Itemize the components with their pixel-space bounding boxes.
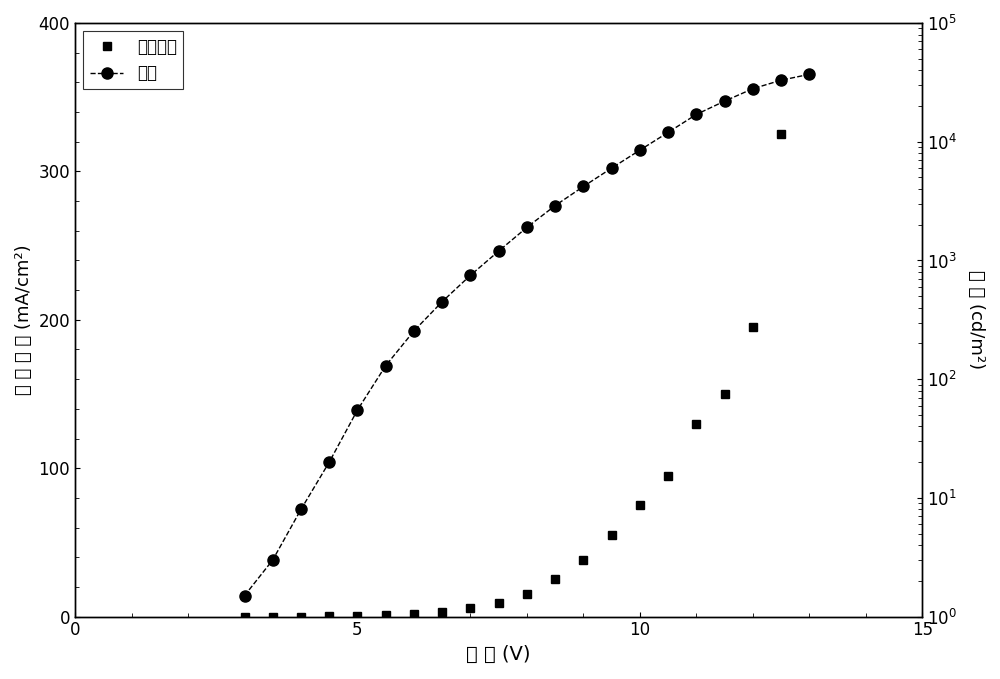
亮度 bbox=[351, 406, 363, 414]
电流密度 bbox=[464, 604, 476, 612]
电流密度 bbox=[408, 610, 420, 619]
亮度 bbox=[464, 271, 476, 279]
亮度 bbox=[719, 97, 731, 105]
亮度 bbox=[295, 505, 307, 513]
亮度 bbox=[323, 458, 335, 466]
亮度 bbox=[267, 556, 279, 564]
亮度 bbox=[690, 110, 702, 118]
电流密度 bbox=[549, 575, 561, 583]
亮度 bbox=[577, 183, 589, 191]
亮度 bbox=[634, 146, 646, 154]
亮度 bbox=[521, 223, 533, 232]
电流密度 bbox=[267, 612, 279, 621]
电流密度 bbox=[295, 612, 307, 621]
亮度 bbox=[549, 202, 561, 210]
亮度 bbox=[606, 164, 618, 172]
电流密度 bbox=[662, 471, 674, 479]
电流密度 bbox=[351, 612, 363, 620]
Line: 亮度: 亮度 bbox=[239, 69, 815, 601]
亮度 bbox=[747, 85, 759, 93]
电流密度 bbox=[606, 531, 618, 539]
亮度 bbox=[436, 297, 448, 306]
电流密度 bbox=[493, 599, 505, 607]
电流密度 bbox=[521, 590, 533, 598]
电流密度 bbox=[436, 608, 448, 617]
Y-axis label: 电 流 密 度 (mA/cm²): 电 流 密 度 (mA/cm²) bbox=[15, 244, 33, 395]
电流密度 bbox=[690, 420, 702, 428]
电流密度 bbox=[747, 323, 759, 331]
亮度 bbox=[662, 128, 674, 136]
亮度 bbox=[380, 362, 392, 370]
亮度 bbox=[803, 70, 815, 78]
电流密度 bbox=[577, 556, 589, 564]
亮度 bbox=[775, 76, 787, 84]
亮度 bbox=[239, 591, 251, 600]
Y-axis label: 亮 度 (cd/m²): 亮 度 (cd/m²) bbox=[967, 270, 985, 369]
X-axis label: 电 压 (V): 电 压 (V) bbox=[466, 645, 531, 664]
电流密度 bbox=[323, 612, 335, 621]
Line: 电流密度: 电流密度 bbox=[240, 130, 785, 621]
亮度 bbox=[408, 327, 420, 335]
电流密度 bbox=[775, 130, 787, 139]
亮度 bbox=[493, 247, 505, 255]
电流密度 bbox=[634, 501, 646, 509]
电流密度 bbox=[239, 612, 251, 621]
电流密度 bbox=[719, 390, 731, 398]
电流密度 bbox=[380, 611, 392, 619]
Legend: 电流密度, 亮度: 电流密度, 亮度 bbox=[83, 31, 183, 89]
